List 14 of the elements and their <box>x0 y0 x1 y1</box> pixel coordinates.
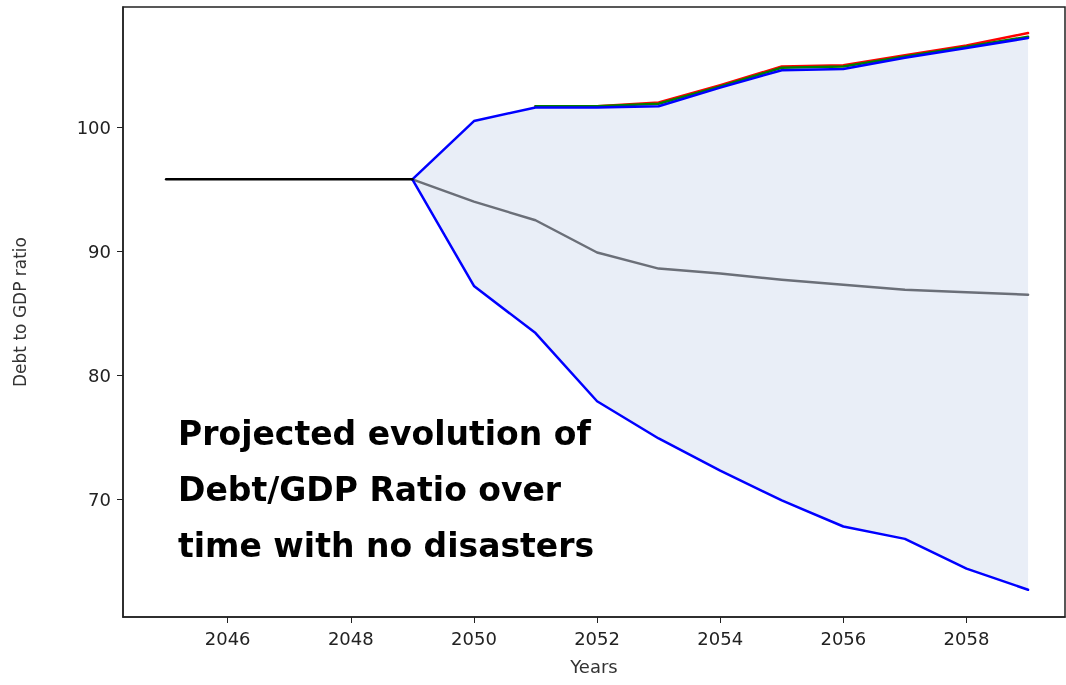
x-tick-label: 2056 <box>820 627 867 649</box>
y-tick-label: 70 <box>88 488 111 510</box>
annotation: Projected evolution of Debt/GDP Ratio over time with no disasters <box>178 413 603 565</box>
x-tick-label: 2050 <box>451 627 497 649</box>
x-axis-title: Years <box>569 655 618 677</box>
x-tick-label: 2058 <box>943 627 990 649</box>
x-tick-label: 2048 <box>327 627 374 649</box>
x-tick-label: 2046 <box>204 627 251 649</box>
x-tick-label: 2054 <box>697 627 744 649</box>
x-tick-label: 2052 <box>574 627 620 649</box>
y-tick-label: 90 <box>88 240 111 262</box>
y-tick-label: 80 <box>88 364 111 386</box>
y-tick-label: 100 <box>76 116 111 138</box>
y-axis-title: Debt to GDP ratio <box>9 237 30 387</box>
